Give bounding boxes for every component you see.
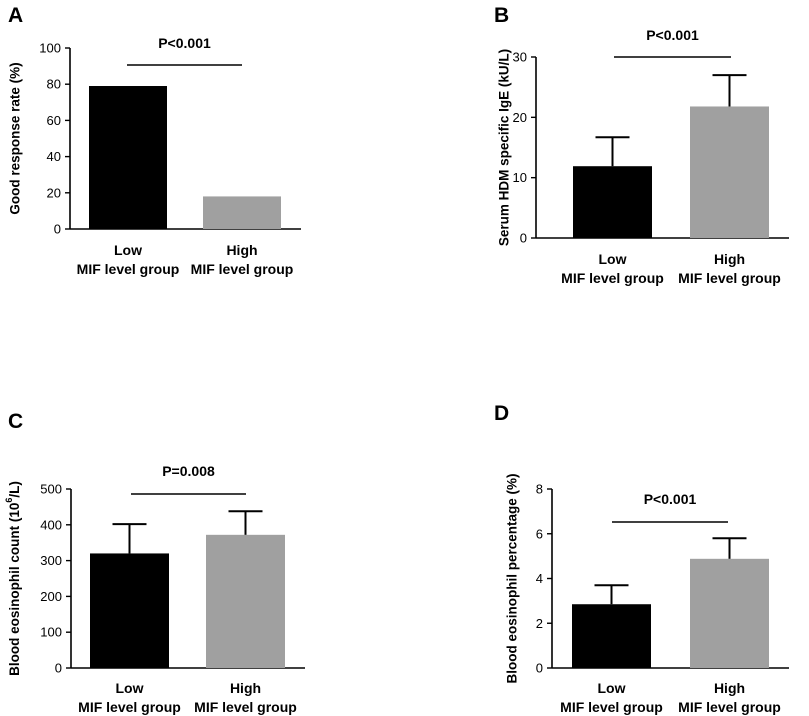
y-tick-label: 0 [536, 661, 543, 676]
bar-high [690, 106, 769, 239]
y-tick-label: 60 [47, 113, 61, 128]
category-label: Low [114, 242, 142, 258]
bar-high [690, 558, 769, 668]
p-value-label: P<0.001 [644, 491, 697, 507]
y-tick-label: 4 [536, 571, 543, 586]
y-tick-label: 0 [54, 222, 61, 237]
y-tick-label: 40 [47, 149, 61, 164]
y-tick-label: 20 [513, 110, 527, 125]
y-tick-label: 100 [39, 41, 61, 56]
category-sublabel: MIF level group [678, 699, 781, 715]
category-label: Low [116, 680, 144, 696]
y-axis-label: Serum HDM specific IgE (kU/L) [497, 49, 512, 246]
y-tick-label: 20 [47, 185, 61, 200]
category-label: Low [599, 251, 627, 267]
y-axis-label: Blood eosinophil percentage (%) [505, 473, 520, 683]
category-sublabel: MIF level group [560, 699, 663, 715]
y-axis-label-part: /L) [7, 481, 22, 498]
category-sublabel: MIF level group [561, 270, 664, 286]
y-axis-label-superscript: 6 [4, 498, 14, 503]
category-label: High [714, 251, 745, 267]
y-tick-label: 300 [40, 553, 62, 568]
panel-letter: C [8, 410, 23, 433]
p-value-label: P=0.008 [162, 463, 215, 479]
panel-letter: B [494, 4, 509, 27]
bar-high [206, 534, 285, 668]
y-tick-label: 0 [55, 661, 62, 676]
y-tick-label: 0 [520, 231, 527, 246]
panel-letter: D [494, 402, 509, 425]
category-sublabel: MIF level group [78, 699, 181, 715]
category-label: High [714, 680, 745, 696]
category-label: High [230, 680, 261, 696]
panel-c: C 0 100 200 300 400 500 Blood eosinophil count … [4, 410, 305, 715]
category-sublabel: MIF level group [194, 699, 297, 715]
category-sublabel: MIF level group [678, 270, 781, 286]
y-tick-label: 80 [47, 77, 61, 92]
category-label: High [226, 242, 257, 258]
category-label: Low [598, 680, 626, 696]
y-axis-label: Good response rate (%) [8, 62, 23, 214]
category-sublabel: MIF level group [191, 261, 294, 277]
y-tick-label: 6 [536, 526, 543, 541]
y-tick-label: 100 [40, 625, 62, 640]
y-tick-label: 400 [40, 517, 62, 532]
y-tick-label: 30 [513, 50, 527, 65]
bar-low [90, 553, 169, 668]
category-sublabel: MIF level group [77, 261, 180, 277]
bar-low [572, 604, 651, 668]
y-tick-label: 200 [40, 589, 62, 604]
panel-a: A 0 20 40 60 80 100 Good response rate (%) Low MI… [8, 4, 301, 277]
bar-low [573, 166, 652, 238]
y-axis-label-part: Blood eosinophil count (10 [7, 503, 22, 676]
y-tick-label: 2 [536, 616, 543, 631]
bar-high [203, 196, 281, 229]
panel-d: D 0 2 4 6 8 Blood eosinophil percentage (%) Low… [494, 402, 789, 715]
p-value-label: P<0.001 [158, 35, 211, 51]
y-tick-label: 10 [513, 170, 527, 185]
bar-low [89, 86, 167, 229]
y-axis-label: Blood eosinophil count (106/L) [4, 481, 22, 676]
y-tick-label: 8 [536, 482, 543, 497]
panel-letter: A [8, 4, 23, 27]
p-value-label: P<0.001 [646, 27, 699, 43]
y-tick-label: 500 [40, 482, 62, 497]
